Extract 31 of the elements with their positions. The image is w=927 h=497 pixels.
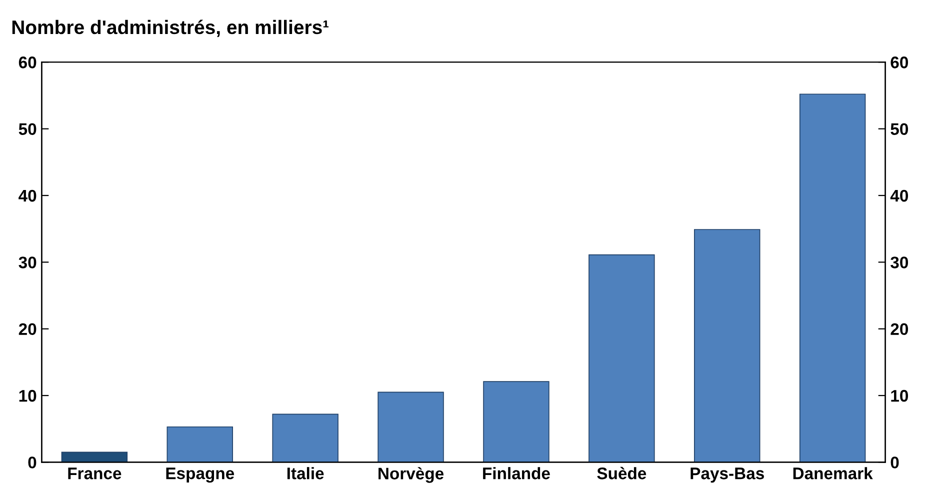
- y-tick-label: 50: [18, 123, 36, 136]
- bar: [272, 414, 338, 462]
- x-tick-label: Italie: [287, 467, 324, 480]
- y-tick-label: 20: [18, 323, 36, 336]
- bar: [588, 254, 655, 462]
- x-tick-label: France: [68, 468, 122, 480]
- y2-tick-label: 20: [890, 323, 908, 336]
- x-tick-label: Suède: [597, 466, 646, 480]
- y-tick-label: 10: [19, 390, 36, 402]
- y2-tick-label: 40: [890, 190, 908, 202]
- y-tick-label: 40: [18, 190, 36, 202]
- y-tick-label: 0: [28, 456, 36, 468]
- bar: [378, 392, 444, 462]
- x-tick-label: Danemark: [793, 467, 873, 480]
- y2-tick-label: 30: [890, 256, 908, 268]
- y2-tick-label: 50: [890, 123, 908, 136]
- bar: [61, 452, 128, 462]
- x-tick-label: Espagne: [166, 468, 234, 483]
- chart-title: Nombre d'administrés, en milliers¹: [12, 20, 328, 37]
- y2-tick-label: 60: [890, 56, 908, 68]
- bar: [483, 381, 550, 462]
- y2-tick-label: 0: [890, 456, 899, 468]
- x-tick-label: Norvège: [378, 467, 444, 483]
- y2-tick-label: 10: [891, 390, 908, 402]
- bar: [166, 426, 233, 462]
- bar: [799, 94, 866, 462]
- x-tick-label: Pays-Bas: [690, 468, 764, 483]
- y-tick-label: 60: [18, 56, 36, 68]
- y-tick-label: 30: [18, 256, 36, 268]
- x-tick-label: Finlande: [483, 467, 550, 480]
- bar: [694, 229, 760, 462]
